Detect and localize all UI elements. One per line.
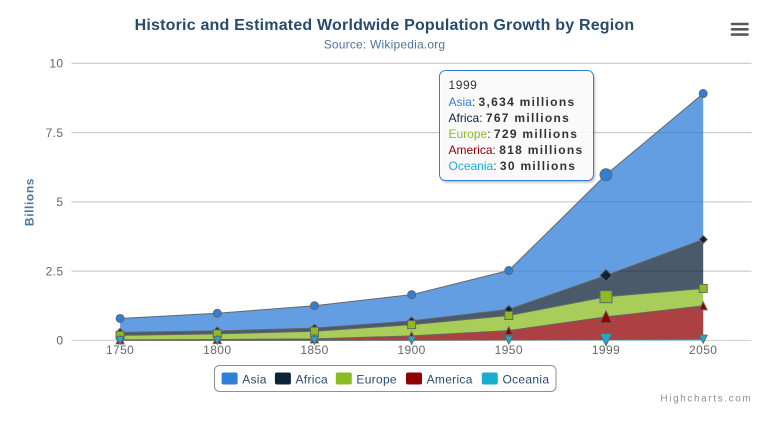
svg-text:Europe: Europe [356,373,397,387]
svg-text:10: 10 [49,57,63,71]
svg-text:7.5: 7.5 [46,126,64,140]
svg-text:1999: 1999 [449,78,478,92]
svg-text:Asia: Asia [242,373,267,387]
svg-text:2.5: 2.5 [46,264,64,278]
svg-text:Historic and Estimated Worldwi: Historic and Estimated Worldwide Populat… [135,17,635,34]
svg-text:2050: 2050 [689,343,717,357]
svg-text:Africa: 767 millions: Africa: 767 millions [449,111,571,125]
svg-text:1999: 1999 [592,343,620,357]
svg-text:1900: 1900 [397,343,425,357]
svg-text:1750: 1750 [106,343,134,357]
svg-text:America: 818 millions: America: 818 millions [449,143,584,157]
svg-text:5: 5 [56,195,63,209]
svg-text:0: 0 [56,334,63,348]
svg-text:Highcharts.com: Highcharts.com [660,394,752,405]
svg-text:1950: 1950 [495,343,523,357]
svg-text:Europe: 729 millions: Europe: 729 millions [449,127,579,141]
svg-text:1850: 1850 [300,343,328,357]
svg-text:Africa: Africa [296,373,328,387]
svg-text:Oceania: 30 millions: Oceania: 30 millions [449,159,577,173]
svg-text:1800: 1800 [203,343,231,357]
svg-text:Oceania: Oceania [503,373,550,387]
svg-text:Source: Wikipedia.org: Source: Wikipedia.org [324,38,446,52]
svg-text:America: America [427,373,473,387]
svg-text:Asia: 3,634 millions: Asia: 3,634 millions [449,95,576,109]
svg-text:Billions: Billions [23,178,37,226]
